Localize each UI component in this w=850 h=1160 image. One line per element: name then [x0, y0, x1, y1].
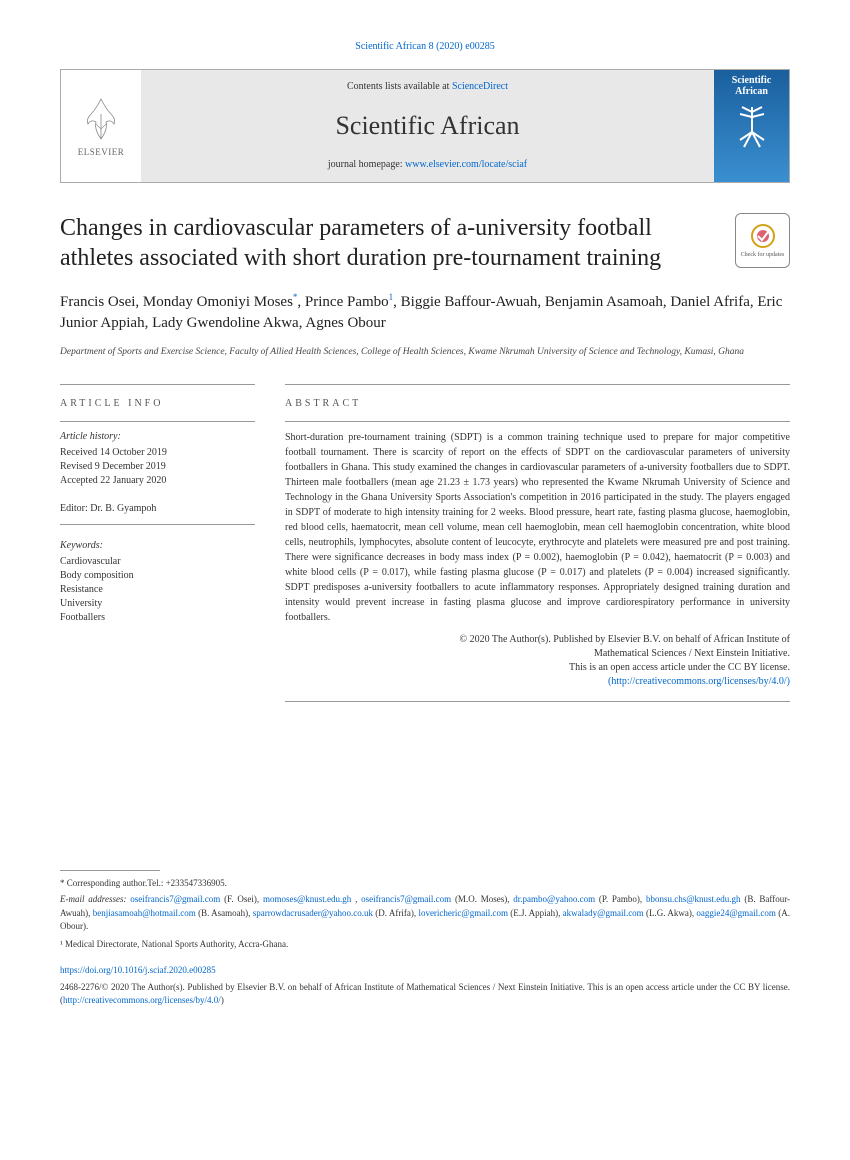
corresponding-author: * Corresponding author.Tel.: +2335473369…: [60, 877, 790, 890]
two-column-body: ARTICLE INFO Article history: Received 1…: [60, 384, 790, 710]
copyright-line: Mathematical Sciences / Next Einstein In…: [285, 647, 790, 661]
editor-line: Editor: Dr. B. Gyampoh: [60, 502, 255, 516]
check-updates-badge[interactable]: Check for updates: [735, 213, 790, 268]
affiliation-note: ¹ Medical Directorate, National Sports A…: [60, 938, 790, 951]
divider: [60, 524, 255, 525]
doi-link[interactable]: https://doi.org/10.1016/j.sciaf.2020.e00…: [60, 964, 790, 977]
journal-name: Scientific African: [335, 108, 519, 144]
authors: Francis Osei, Monday Omoniyi Moses*, Pri…: [60, 291, 790, 334]
contents-prefix: Contents lists available at: [347, 81, 452, 92]
history-label: Article history:: [60, 430, 255, 444]
sciencedirect-link[interactable]: ScienceDirect: [452, 81, 508, 92]
cover-title: Scientific African: [719, 75, 784, 97]
abstract-column: ABSTRACT Short-duration pre-tournament t…: [285, 384, 790, 710]
divider: [285, 701, 790, 702]
keyword: Footballers: [60, 611, 255, 625]
journal-header: ELSEVIER Contents lists available at Sci…: [60, 69, 790, 183]
article-title: Changes in cardiovascular parameters of …: [60, 213, 720, 273]
keyword: Body composition: [60, 569, 255, 583]
email-addresses: E-mail addresses: oseifrancis7@gmail.com…: [60, 893, 790, 934]
copyright-line: © 2020 The Author(s). Published by Elsev…: [285, 633, 790, 647]
cover-art-icon: [732, 102, 772, 152]
history-accepted: Accepted 22 January 2020: [60, 474, 255, 488]
keyword: University: [60, 597, 255, 611]
copyright-block: © 2020 The Author(s). Published by Elsev…: [285, 633, 790, 689]
homepage-link[interactable]: www.elsevier.com/locate/sciaf: [405, 159, 527, 170]
elsevier-label: ELSEVIER: [78, 146, 125, 159]
cc-license-link[interactable]: (http://creativecommons.org/licenses/by/…: [285, 675, 790, 689]
title-row: Changes in cardiovascular parameters of …: [60, 213, 790, 273]
homepage-prefix: journal homepage:: [328, 159, 405, 170]
header-center: Contents lists available at ScienceDirec…: [141, 70, 714, 182]
contents-line: Contents lists available at ScienceDirec…: [347, 80, 508, 94]
homepage-line: journal homepage: www.elsevier.com/locat…: [328, 158, 527, 172]
footer-area: * Corresponding author.Tel.: +2335473369…: [60, 870, 790, 1006]
top-citation: Scientific African 8 (2020) e00285: [60, 40, 790, 54]
history-received: Received 14 October 2019: [60, 446, 255, 460]
abstract-heading: ABSTRACT: [285, 397, 790, 411]
abstract-text: Short-duration pre-tournament training (…: [285, 430, 790, 625]
divider: [285, 421, 790, 422]
journal-cover: Scientific African: [714, 70, 789, 182]
check-updates-icon: [750, 223, 776, 249]
article-info-column: ARTICLE INFO Article history: Received 1…: [60, 384, 255, 710]
footer-rule: [60, 870, 160, 871]
check-updates-label: Check for updates: [741, 251, 785, 259]
keywords-label: Keywords:: [60, 539, 255, 553]
copyright-line: This is an open access article under the…: [285, 661, 790, 675]
keyword: Resistance: [60, 583, 255, 597]
cc-link[interactable]: http://creativecommons.org/licenses/by/4…: [63, 995, 221, 1005]
elsevier-tree-icon: [76, 94, 126, 144]
history-revised: Revised 9 December 2019: [60, 460, 255, 474]
article-info-heading: ARTICLE INFO: [60, 397, 255, 411]
divider: [60, 421, 255, 422]
affiliation: Department of Sports and Exercise Scienc…: [60, 346, 790, 358]
issn-close: ): [221, 995, 224, 1005]
issn-copyright: 2468-2276/© 2020 The Author(s). Publishe…: [60, 981, 790, 1006]
keyword: Cardiovascular: [60, 555, 255, 569]
elsevier-logo: ELSEVIER: [61, 70, 141, 182]
